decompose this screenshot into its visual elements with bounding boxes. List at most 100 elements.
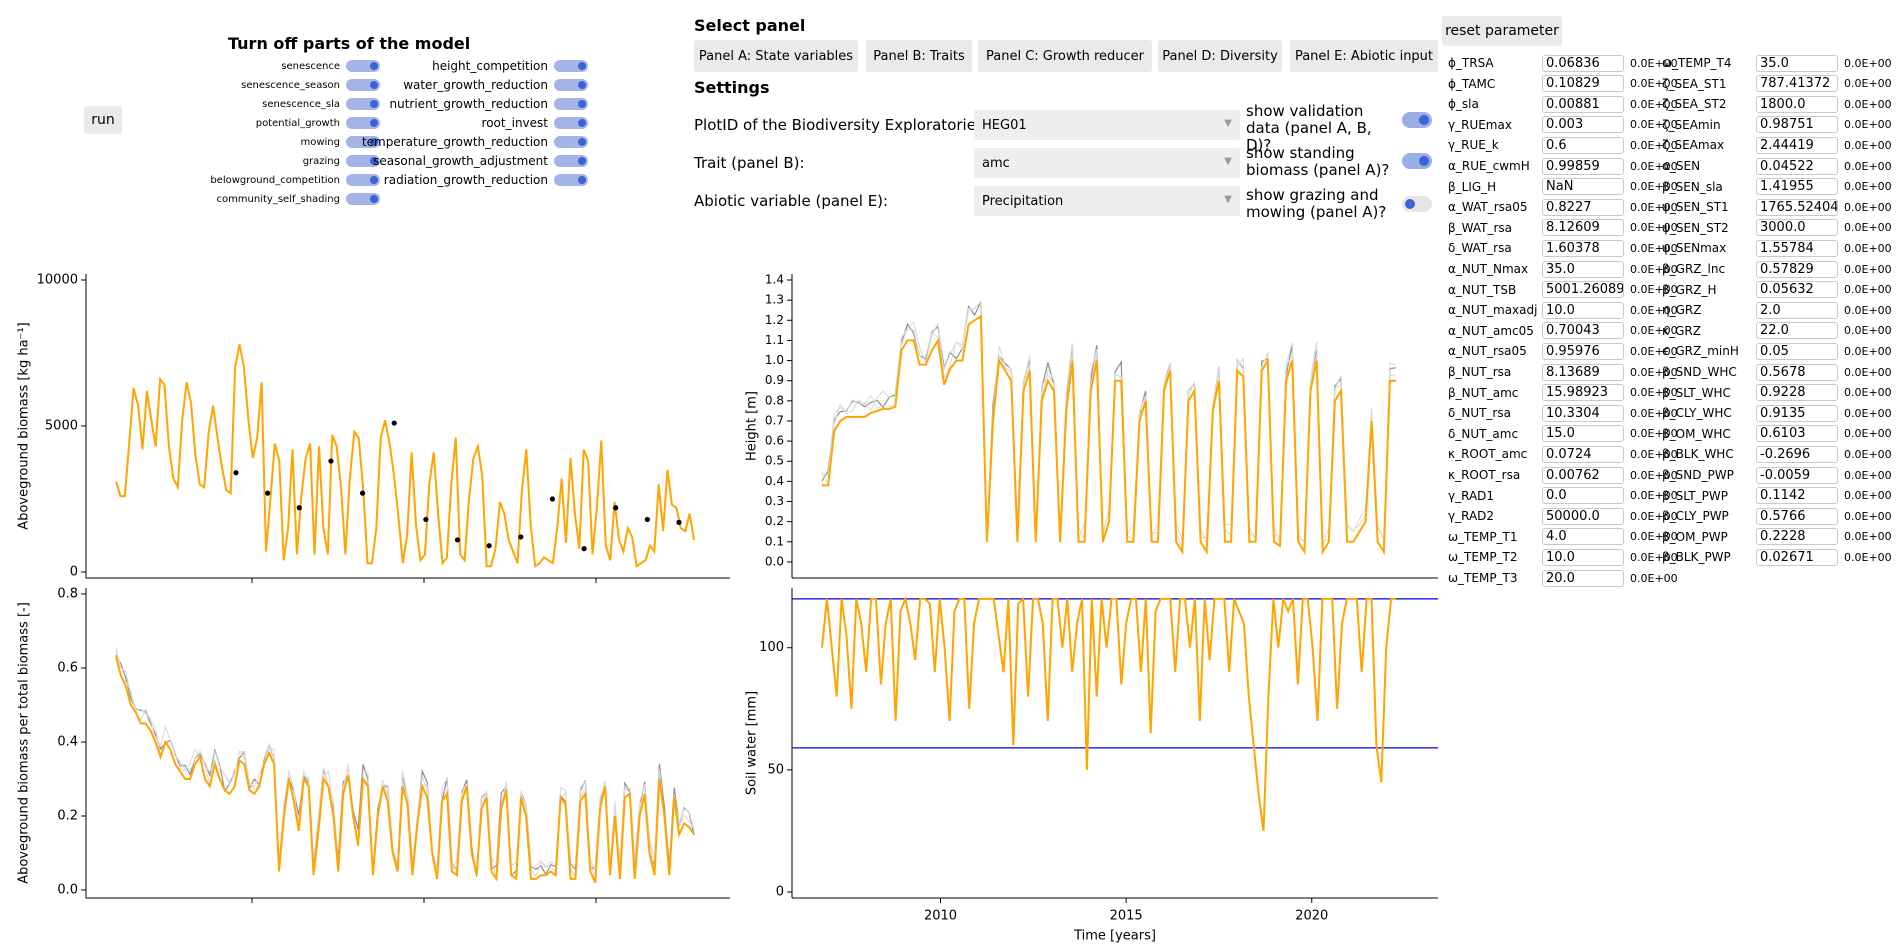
param-value-input[interactable]: 1.55784 — [1756, 239, 1838, 257]
param-value-input[interactable]: 10.0 — [1542, 301, 1624, 319]
validation-point — [265, 490, 271, 496]
trait-select[interactable]: amc ▼ — [974, 148, 1240, 178]
param-value-input[interactable]: 15.98923 — [1542, 384, 1624, 402]
param-value-input[interactable]: 10.0 — [1542, 548, 1624, 566]
param-value-input[interactable]: 0.6 — [1542, 136, 1624, 154]
param-value-input[interactable]: 3000.0 — [1756, 219, 1838, 237]
param-value-input[interactable]: -0.2696 — [1756, 445, 1838, 463]
param-value-input[interactable]: 0.00881 — [1542, 95, 1624, 113]
param-value-input[interactable]: 2.44419 — [1756, 136, 1838, 154]
toggle-label: senescence_season — [241, 79, 340, 91]
param-value-input[interactable]: 0.9228 — [1756, 384, 1838, 402]
param-bound: 0.0E+00 — [1630, 138, 1678, 152]
param-value-input[interactable]: 22.0 — [1756, 322, 1838, 340]
y-tick-label: 10000 — [37, 273, 78, 288]
param-value-input[interactable]: 15.0 — [1542, 425, 1624, 443]
toggle-switch-height_competition[interactable] — [554, 60, 588, 72]
param-value-input[interactable]: 0.003 — [1542, 116, 1624, 134]
param-value-input[interactable]: 0.70043 — [1542, 322, 1624, 340]
param-value-input[interactable]: 0.57829 — [1756, 260, 1838, 278]
param-bound: 0.0E+00 — [1630, 447, 1678, 461]
show-validation-toggle[interactable] — [1402, 112, 1432, 128]
param-value-input[interactable]: 8.13689 — [1542, 363, 1624, 381]
param-value-input[interactable]: 0.2228 — [1756, 528, 1838, 546]
toggle-switch-water_growth_reduction[interactable] — [554, 79, 588, 91]
reset-parameter-button[interactable]: reset parameter — [1442, 16, 1562, 46]
param-value-input[interactable]: 35.0 — [1756, 54, 1838, 72]
toggle-switch-root_invest[interactable] — [554, 117, 588, 129]
param-value-input[interactable]: 20.0 — [1542, 569, 1624, 587]
series-line — [821, 595, 1396, 832]
param-row: γ_RAD1 0.0 0.0E+00 — [1448, 487, 1678, 505]
param-value-input[interactable]: 4.0 — [1542, 528, 1624, 546]
param-value-input[interactable]: 5001.26089 — [1542, 281, 1624, 299]
toggle-label: potential_growth — [255, 117, 340, 129]
toggle-switch-temperature_growth_reduction[interactable] — [554, 136, 588, 148]
param-bound: 0.0E+00 — [1844, 406, 1892, 420]
abiotic-select[interactable]: Precipitation ▼ — [974, 186, 1240, 216]
param-value-input[interactable]: 0.04522 — [1756, 157, 1838, 175]
param-name: α_SEN — [1662, 159, 1701, 173]
param-value-input[interactable]: 0.05632 — [1756, 281, 1838, 299]
toggle-switch-mowing[interactable] — [346, 136, 380, 148]
param-value-input[interactable]: 0.5766 — [1756, 507, 1838, 525]
run-button[interactable]: run — [84, 106, 122, 134]
panel-b-button[interactable]: Panel B: Traits — [866, 40, 972, 72]
x-tick-label: 2010 — [924, 909, 957, 924]
toggle-switch-belowground_competition[interactable] — [346, 174, 380, 186]
param-value-input[interactable]: 35.0 — [1542, 260, 1624, 278]
param-value-input[interactable]: 0.1142 — [1756, 487, 1838, 505]
param-value-input[interactable]: 0.5678 — [1756, 363, 1838, 381]
show-standing-toggle[interactable] — [1402, 153, 1432, 169]
param-row: ζ_SEAmin 0.98751 0.0E+00 — [1662, 116, 1892, 134]
show-grazing-toggle[interactable] — [1402, 196, 1432, 212]
param-bound: 0.0E+00 — [1630, 262, 1678, 276]
param-name: δ_NUT_amc — [1448, 426, 1519, 441]
toggle-switch-nutrient_growth_reduction[interactable] — [554, 98, 588, 110]
toggle-switch-senescence_season[interactable] — [346, 79, 380, 91]
param-value-input[interactable]: 50000.0 — [1542, 507, 1624, 525]
param-value-input[interactable]: 0.06836 — [1542, 54, 1624, 72]
toggle-switch-potential_growth[interactable] — [346, 117, 380, 129]
param-value-input[interactable]: 0.02671 — [1756, 548, 1838, 566]
param-bound: 0.0E+00 — [1844, 283, 1892, 297]
param-value-input[interactable]: 8.12609 — [1542, 219, 1624, 237]
panel-c-button[interactable]: Panel C: Growth reducer — [978, 40, 1152, 72]
param-bound: 0.0E+00 — [1844, 447, 1892, 461]
param-value-input[interactable]: 787.41372 — [1756, 75, 1838, 93]
panel-a-button[interactable]: Panel A: State variables — [694, 40, 858, 72]
param-bound: 0.0E+00 — [1844, 365, 1892, 379]
param-value-input[interactable]: -0.0059 — [1756, 466, 1838, 484]
param-value-input[interactable]: 0.00762 — [1542, 466, 1624, 484]
panel-d-button[interactable]: Panel D: Diversity — [1158, 40, 1282, 72]
param-value-input[interactable]: 0.6103 — [1756, 425, 1838, 443]
param-value-input[interactable]: 0.99859 — [1542, 157, 1624, 175]
toggle-switch-senescence[interactable] — [346, 60, 380, 72]
param-value-input[interactable]: 1.60378 — [1542, 239, 1624, 257]
param-value-input[interactable]: NaN — [1542, 178, 1624, 196]
param-value-input[interactable]: 1.41955 — [1756, 178, 1838, 196]
toggle-switch-radiation_growth_reduction[interactable] — [554, 174, 588, 186]
param-value-input[interactable]: 0.0724 — [1542, 445, 1624, 463]
param-bound: 0.0E+00 — [1844, 386, 1892, 400]
toggle-switch-community_self_shading[interactable] — [346, 193, 380, 205]
toggle-row-temperature_growth_reduction: temperature_growth_reduction — [362, 134, 588, 150]
toggle-switch-seasonal_growth_adjustment[interactable] — [554, 155, 588, 167]
param-value-input[interactable]: 2.0 — [1756, 301, 1838, 319]
param-value-input[interactable]: 0.10829 — [1542, 75, 1624, 93]
param-value-input[interactable]: 0.0 — [1542, 487, 1624, 505]
param-value-input[interactable]: 10.3304 — [1542, 404, 1624, 422]
toggle-switch-grazing[interactable] — [346, 155, 380, 167]
param-value-input[interactable]: 0.9135 — [1756, 404, 1838, 422]
plot-id-select[interactable]: HEG01 ▼ — [974, 110, 1240, 140]
param-value-input[interactable]: 1800.0 — [1756, 95, 1838, 113]
panel-e-button[interactable]: Panel E: Abiotic input — [1290, 40, 1438, 72]
param-value-input[interactable]: 0.8227 — [1542, 198, 1624, 216]
param-value-input[interactable]: 1765.52404 — [1756, 198, 1838, 216]
param-value-input[interactable]: 0.98751 — [1756, 116, 1838, 134]
param-bound: 0.0E+00 — [1844, 221, 1892, 235]
toggle-switch-senescence_sla[interactable] — [346, 98, 380, 110]
param-value-input[interactable]: 0.95976 — [1542, 342, 1624, 360]
param-row: κ_ROOT_rsa 0.00762 0.0E+00 — [1448, 466, 1678, 484]
param-value-input[interactable]: 0.05 — [1756, 342, 1838, 360]
